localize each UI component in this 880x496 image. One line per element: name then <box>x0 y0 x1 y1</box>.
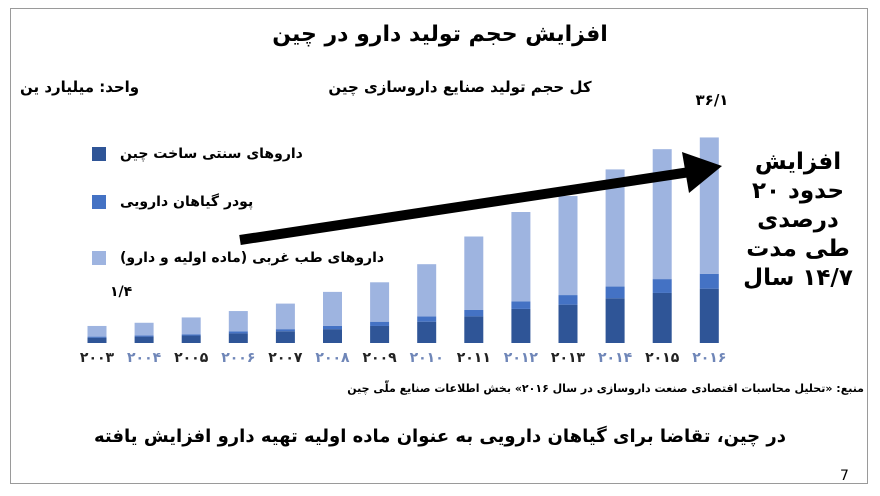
bar-segment-۲۰۰۴-s0 <box>134 336 154 343</box>
bar-segment-۲۰۱۶-s1 <box>699 273 719 289</box>
legend-label-traditional: داروهای سنتی ساخت چین <box>120 146 303 162</box>
bar-segment-۲۰۰۴-s2 <box>134 322 154 336</box>
bar-segment-۲۰۰۸-s2 <box>323 291 342 326</box>
bar-segment-۲۰۱۳-s2 <box>558 196 578 296</box>
x-tick-label: ۲۰۰۴ <box>127 350 162 366</box>
x-tick-label: ۲۰۰۸ <box>315 350 350 366</box>
first-total-label: ۱/۴ <box>110 284 133 300</box>
legend-swatch-traditional <box>92 147 106 161</box>
bar-segment-۲۰۱۱-s2 <box>464 236 484 310</box>
bar-segment-۲۰۰۹-s1 <box>370 321 390 326</box>
bar-segment-۲۰۰۵-s2 <box>181 317 201 335</box>
legend-label-western: داروهای طب غربی (ماده اولیه و دارو) <box>120 250 385 266</box>
bar-segment-۲۰۰۸-s1 <box>323 325 342 330</box>
x-tick-label: ۲۰۱۰ <box>410 350 444 366</box>
unit-label: واحد: میلیارد ین <box>20 78 140 96</box>
bar-segment-۲۰۱۵-s0 <box>652 292 672 343</box>
bar-segment-۲۰۰۳-s0 <box>87 337 107 343</box>
bar-segment-۲۰۰۹-s0 <box>370 325 390 343</box>
source-note: منبع: «تحلیل محاسبات اقتصادی صنعت داروسا… <box>347 382 864 395</box>
legend-item-herbal-powder: پودر گیاهان دارویی <box>92 194 253 210</box>
bar-segment-۲۰۰۳-s2 <box>87 325 107 337</box>
bar-segment-۲۰۱۴-s0 <box>605 298 625 343</box>
bar-segment-۲۰۱۲-s2 <box>511 212 531 302</box>
chart-title: کل حجم تولید صنایع داروسازی چین <box>328 78 592 96</box>
x-tick-label: ۲۰۰۷ <box>268 350 303 366</box>
x-tick-label: ۲۰۱۲ <box>504 350 539 366</box>
x-tick-label: ۲۰۱۳ <box>551 350 586 366</box>
bar-segment-۲۰۱۶-s0 <box>699 288 719 343</box>
last-total-label: ۳۶/۱ <box>696 91 729 109</box>
slide-title: افزایش حجم تولید دارو در چین <box>272 22 608 47</box>
x-tick-label: ۲۰۱۶ <box>692 350 726 366</box>
bar-segment-۲۰۱۵-s1 <box>652 279 672 293</box>
trend-arrow-head <box>682 152 722 193</box>
legend-item-western: داروهای طب غربی (ماده اولیه و دارو) <box>92 250 384 266</box>
bar-segment-۲۰۱۲-s1 <box>511 301 531 309</box>
x-tick-label: ۲۰۰۳ <box>80 350 115 366</box>
bar-segment-۲۰۰۵-s1 <box>181 334 201 336</box>
bar-segment-۲۰۰۷-s2 <box>275 303 295 330</box>
page-number: 7 <box>840 468 849 484</box>
slide-frame <box>10 8 868 484</box>
legend-item-traditional: داروهای سنتی ساخت چین <box>92 146 303 162</box>
bar-segment-۲۰۰۶-s2 <box>228 311 248 332</box>
x-tick-label: ۲۰۰۵ <box>174 350 209 366</box>
growth-note: افزایش حدود ۲۰ درصدی طی مدت ۱۴/۷ سال <box>743 149 853 291</box>
bar-segment-۲۰۰۶-s1 <box>228 331 248 334</box>
bar-segment-۲۰۱۴-s1 <box>605 286 625 299</box>
bar-segment-۲۰۱۵-s2 <box>652 149 672 280</box>
x-tick-label: ۲۰۰۹ <box>363 350 398 366</box>
bar-segment-۲۰۰۸-s0 <box>323 329 342 343</box>
bar-segment-۲۰۱۶-s2 <box>699 137 719 274</box>
trend-arrow-line <box>239 167 691 245</box>
bar-segment-۲۰۱۳-s0 <box>558 304 578 343</box>
bar-segment-۲۰۱۰-s0 <box>417 321 437 343</box>
bar-segment-۲۰۰۴-s1 <box>134 335 154 337</box>
x-tick-label: ۲۰۰۶ <box>221 350 255 366</box>
x-tick-label: ۲۰۱۵ <box>645 350 680 366</box>
bar-segment-۲۰۱۱-s1 <box>464 309 484 317</box>
x-tick-label: ۲۰۱۴ <box>598 350 633 366</box>
bar-segment-۲۰۰۹-s2 <box>370 282 390 322</box>
bar-segment-۲۰۰۳-s1 <box>87 336 107 338</box>
x-tick-label: ۲۰۱۱ <box>457 350 491 366</box>
bar-segment-۲۰۱۱-s0 <box>464 316 484 343</box>
bar-segment-۲۰۱۰-s2 <box>417 264 437 317</box>
legend-swatch-western <box>92 251 106 265</box>
bar-segment-۲۰۱۰-s1 <box>417 316 437 322</box>
legend-label-herbal-powder: پودر گیاهان دارویی <box>120 194 254 210</box>
bar-segment-۲۰۱۳-s1 <box>558 295 578 305</box>
bottom-caption: در چین، تقاضا برای گیاهان دارویی به عنوا… <box>93 426 786 447</box>
bar-segment-۲۰۰۷-s1 <box>275 329 295 332</box>
bar-segment-۲۰۱۲-s0 <box>511 308 531 343</box>
legend-swatch-herbal-powder <box>92 195 106 209</box>
bar-segment-۲۰۰۷-s0 <box>275 331 295 343</box>
bar-segment-۲۰۰۶-s0 <box>228 333 248 343</box>
bar-segment-۲۰۱۴-s2 <box>605 169 625 287</box>
bar-segment-۲۰۰۵-s0 <box>181 335 201 343</box>
